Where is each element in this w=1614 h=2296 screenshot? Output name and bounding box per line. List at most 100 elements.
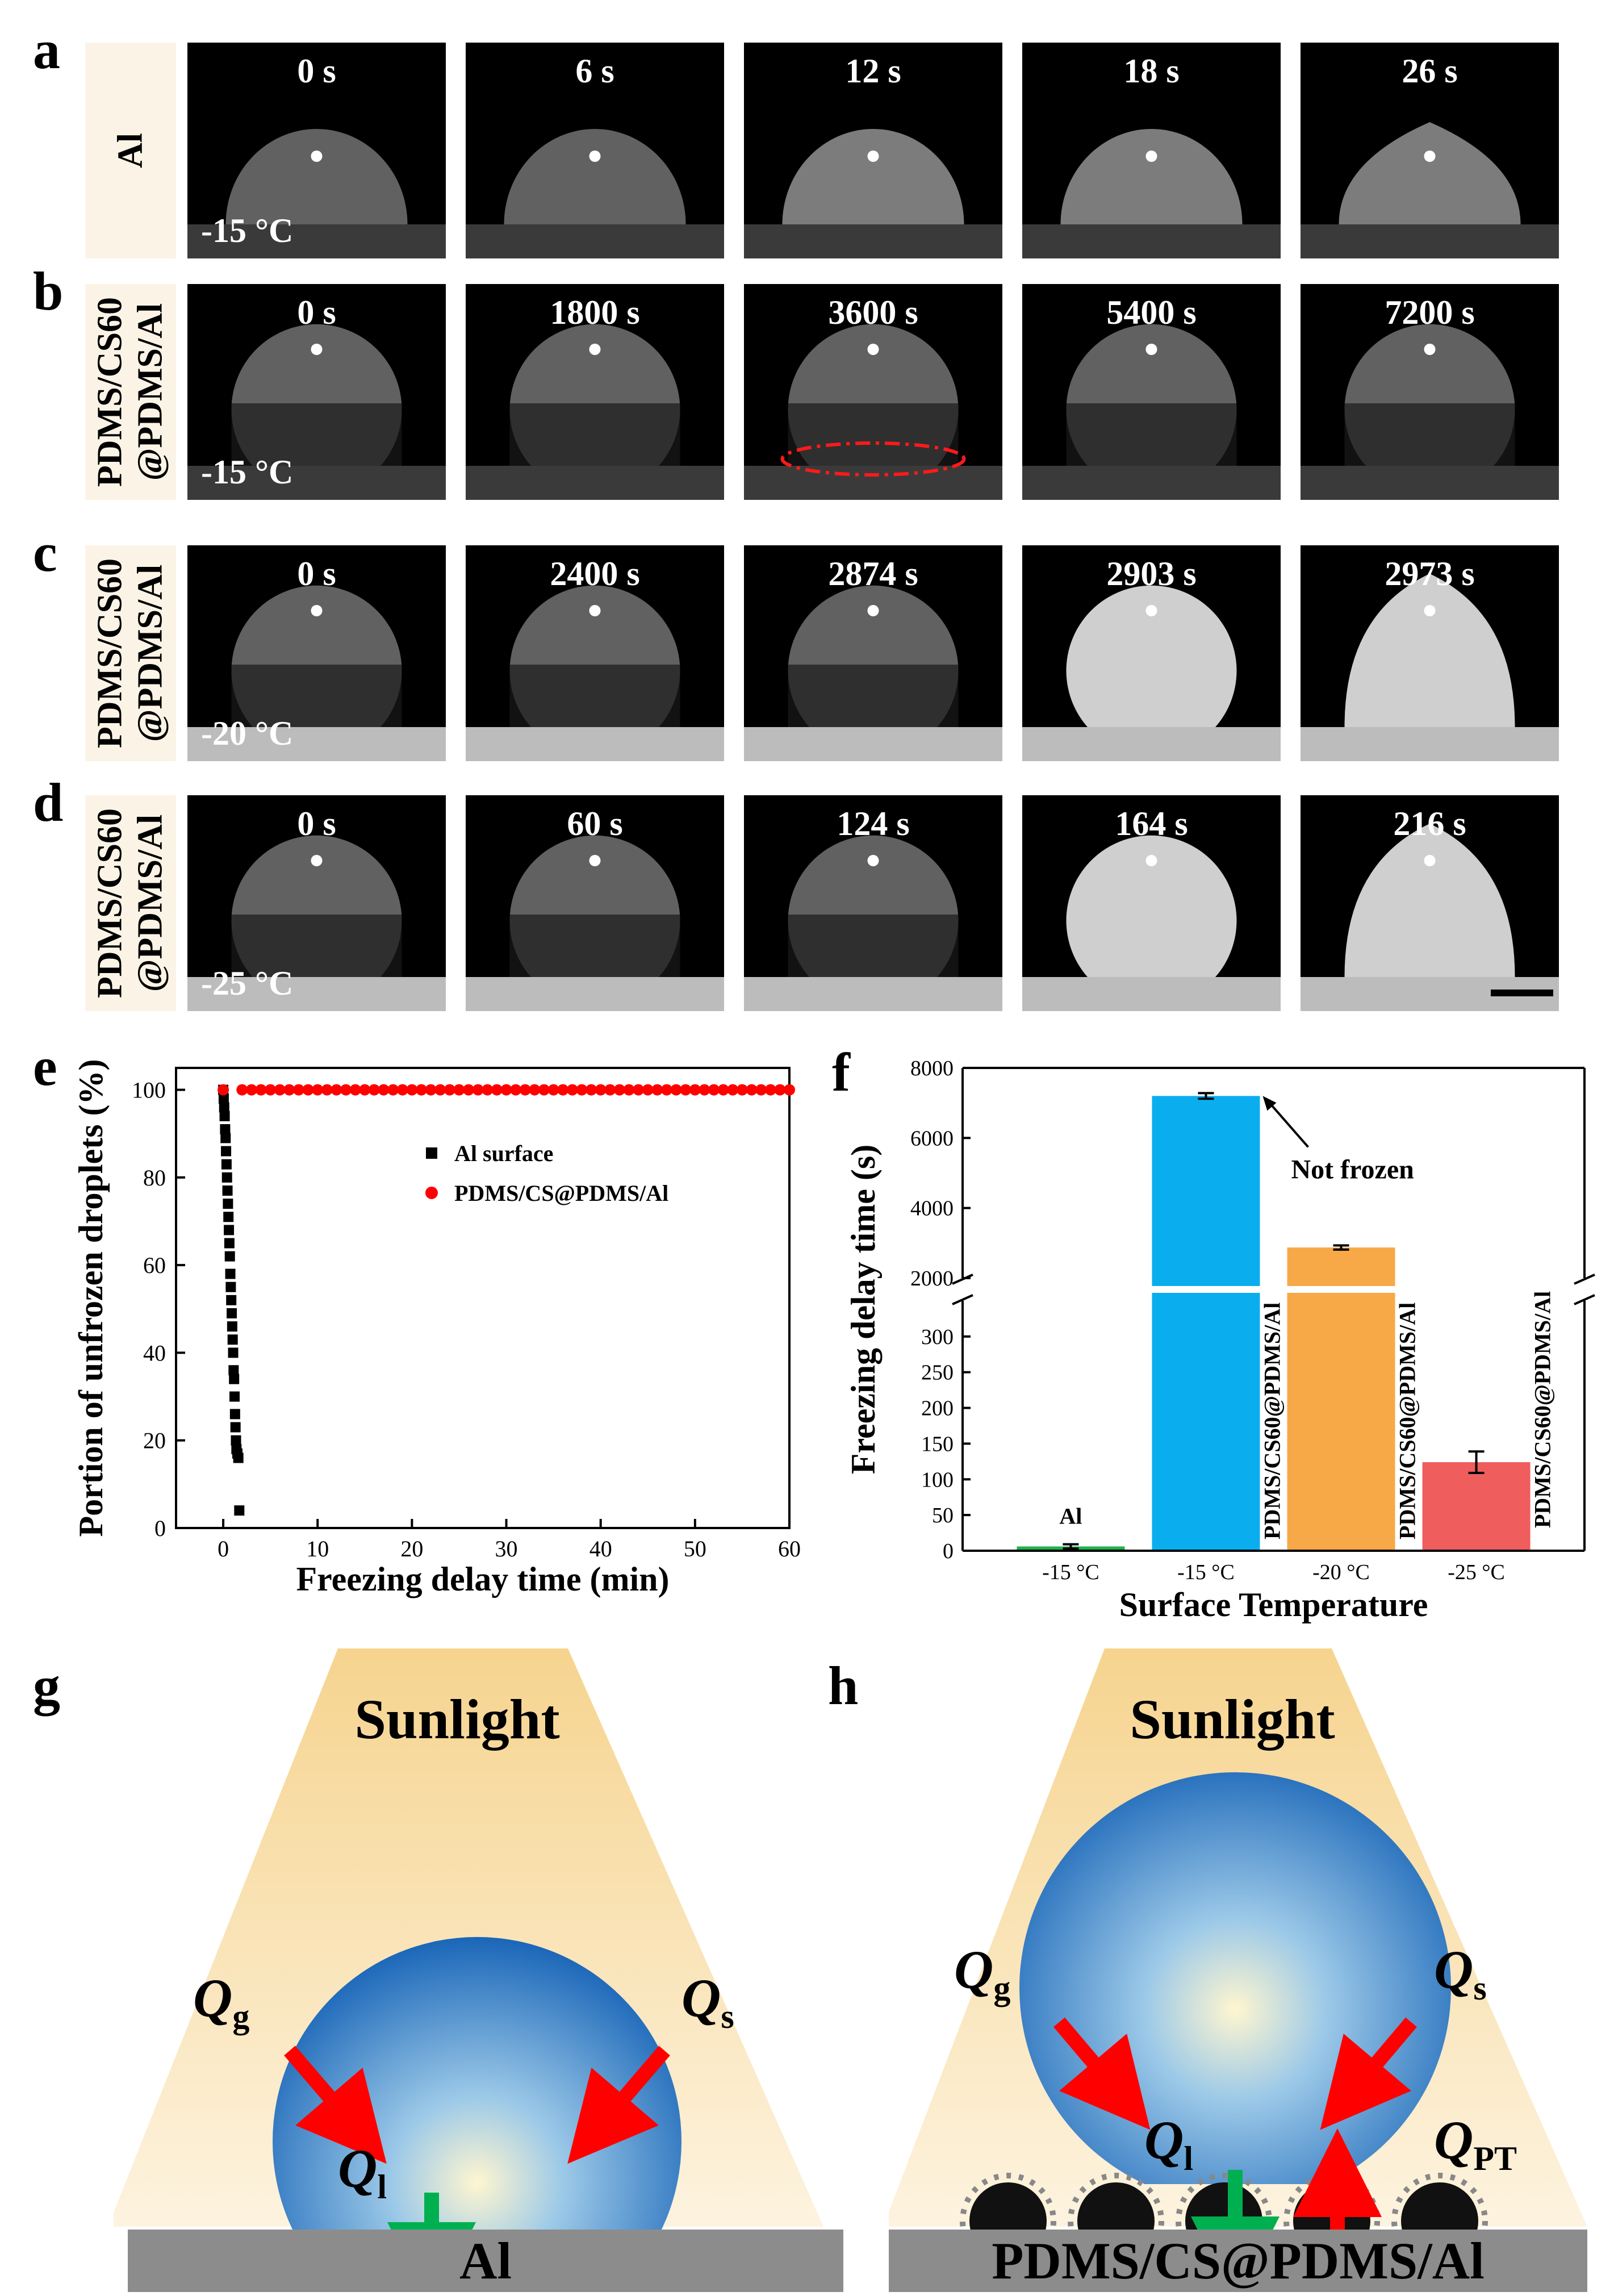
row-label-line2: @PDMS/Al [131,564,170,742]
y-tick-label: 20 [143,1428,166,1454]
data-point-pdms [302,1084,314,1096]
data-point-pdms [529,1084,541,1096]
droplet-frame: 2973 s [1301,545,1559,761]
droplet-frame: 60 s [466,795,724,1011]
y-tick-label: 60 [143,1253,166,1278]
data-point-pdms [425,1084,437,1096]
data-point-pdms [236,1084,248,1096]
data-point-pdms [218,1084,229,1096]
droplet-image [744,835,1002,1011]
data-point-pdms [586,1084,597,1096]
data-point-pdms [312,1084,324,1096]
y-tick-label: 50 [932,1504,954,1527]
data-point-pdms [784,1084,795,1096]
qs-arrow [1320,2017,1417,2130]
data-point-pdms [651,1084,663,1096]
droplet-frame: 0 s -15 °C [187,43,446,258]
data-point-pdms [670,1084,682,1096]
data-point-pdms [472,1084,484,1096]
data-point-pdms [321,1084,333,1096]
bar-label: PDMS/CS60@PDMS/Al [1259,1303,1285,1539]
time-label: 0 s [297,294,336,331]
bar-break-gap [1285,1286,1398,1293]
bar-label: PDMS/CS60@PDMS/Al [1530,1291,1556,1528]
y-tick-label: 8000 [910,1057,954,1080]
data-point-al [229,1374,240,1384]
time-label: 3600 s [828,294,918,331]
droplet-image [187,585,446,761]
data-point-pdms [538,1084,550,1096]
axis-break-mark [1574,1274,1595,1285]
qs-arrow [567,2045,670,2164]
data-point-pdms [566,1084,578,1096]
data-point-al [225,1268,236,1279]
y-tick-label: 0 [154,1516,166,1541]
time-label: 216 s [1393,805,1466,842]
data-point-pdms [255,1084,267,1096]
temperature-label: -15 °C [201,212,294,249]
data-point-pdms [510,1084,522,1096]
qpt-label: QPT [1434,2110,1517,2177]
row-label-line2: @PDMS/Al [131,303,170,481]
row-label-d: PDMS/CS60 @PDMS/Al [85,795,176,1011]
data-point-al [231,1435,241,1446]
y-tick-label: 4000 [910,1197,954,1221]
data-point-pdms [604,1084,616,1096]
data-point-pdms [699,1084,710,1096]
droplet-frame: 6 s [466,43,724,258]
row-label-line1: PDMS/CS60 [90,297,129,487]
qg-label: Qg [193,1968,249,2035]
axis-break-mark [952,1294,973,1305]
qg-arrow [1053,2017,1151,2130]
droplet-image [187,129,446,258]
temperature-label: -15 °C [201,453,294,491]
x-axis-label: Surface Temperature [1119,1586,1428,1623]
y-tick-label: 250 [921,1361,954,1385]
droplet-image [466,585,724,761]
ql-label: Ql [338,2138,387,2206]
data-point-al [223,1199,233,1209]
data-point-pdms [444,1084,455,1096]
y-tick-label: 6000 [910,1126,954,1150]
y-tick-label: 200 [921,1397,954,1421]
data-point-pdms [491,1084,503,1096]
data-point-al [220,1133,231,1143]
droplet-image [1301,122,1559,258]
row-label-line2: @PDMS/Al [131,814,170,992]
chart-e-freezing-portion: 0 10 20 30 40 50 60 0 20 40 60 80 100 Freezing delay … [72,1059,801,1598]
data-point-al [230,1422,241,1433]
sunlight-label: Sunlight [1130,1688,1335,1751]
time-label: 1800 s [550,294,640,331]
data-point-al [234,1505,245,1516]
data-point-al [227,1334,238,1345]
droplet-image [187,324,446,500]
droplet-image [1301,574,1559,761]
time-label: 0 s [297,52,336,90]
data-point-pdms [265,1084,277,1096]
data-point-al [227,1321,237,1332]
y-tick-label: 100 [921,1468,954,1492]
droplet-image [744,585,1002,761]
axis-break-mark [1574,1294,1595,1305]
plot-frame [175,1067,791,1529]
data-point-al [221,1146,232,1157]
droplet-frame: 2903 s [1022,545,1281,761]
annotation-arrow [1267,1101,1309,1148]
panel-letter-h: h [828,1655,859,1716]
schematic-h: Sunlight Qg Qs Ql QPT [889,1648,1587,2284]
data-point-al [221,1172,232,1183]
data-point-pdms [689,1084,701,1096]
droplet-frame: 5400 s [1022,284,1281,500]
data-point-pdms [245,1084,257,1096]
droplet-frame: 2400 s [466,545,724,761]
data-point-al [222,1185,233,1196]
x-tick-label: 20 [400,1536,423,1562]
substrate-al: Al [128,2230,843,2292]
data-point-pdms [764,1084,776,1096]
data-point-pdms [406,1084,418,1096]
data-point-pdms [340,1084,352,1096]
bar-label: Al [1059,1503,1082,1529]
chart-f-freezing-delay: -15 °C Al -15 °C PDMS/CS60@PDMS/Al -20 °C PDM… [844,1057,1595,1623]
row-label-line1: PDMS/CS60 [90,808,129,999]
droplet-frame: 216 s [1301,795,1559,1011]
